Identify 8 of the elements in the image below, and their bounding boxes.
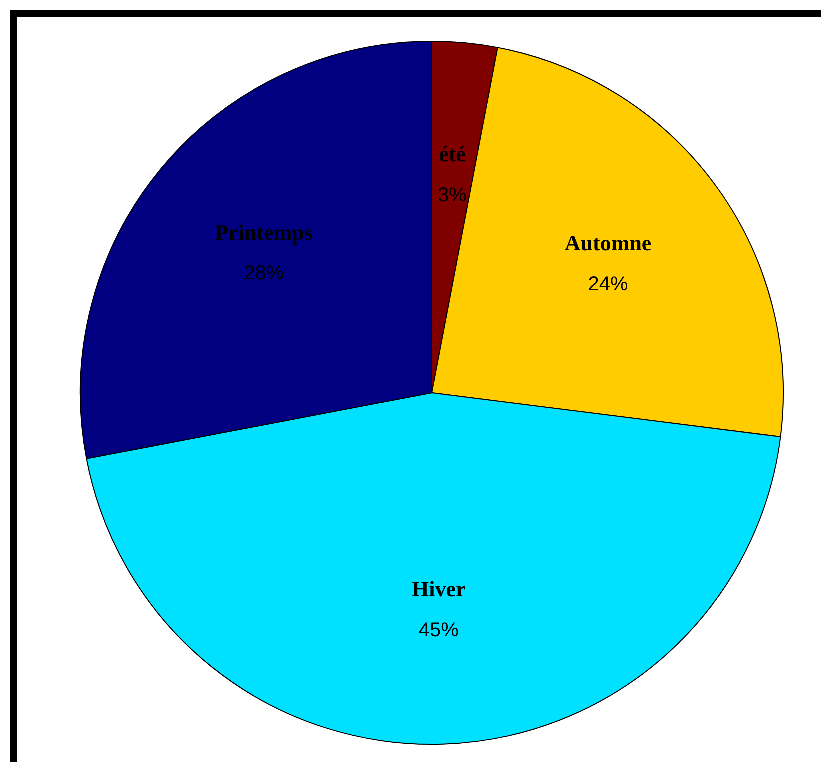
data-label: 45% (418, 619, 460, 642)
slice-label: Printemps (215, 220, 314, 245)
data-label: 3% (438, 184, 468, 207)
slice-label: Automne (564, 230, 652, 256)
data-label: 28% (244, 262, 284, 285)
slice-label: été (439, 142, 466, 167)
data-label: 24% (588, 273, 629, 296)
slice-label: Hiver (412, 576, 466, 602)
